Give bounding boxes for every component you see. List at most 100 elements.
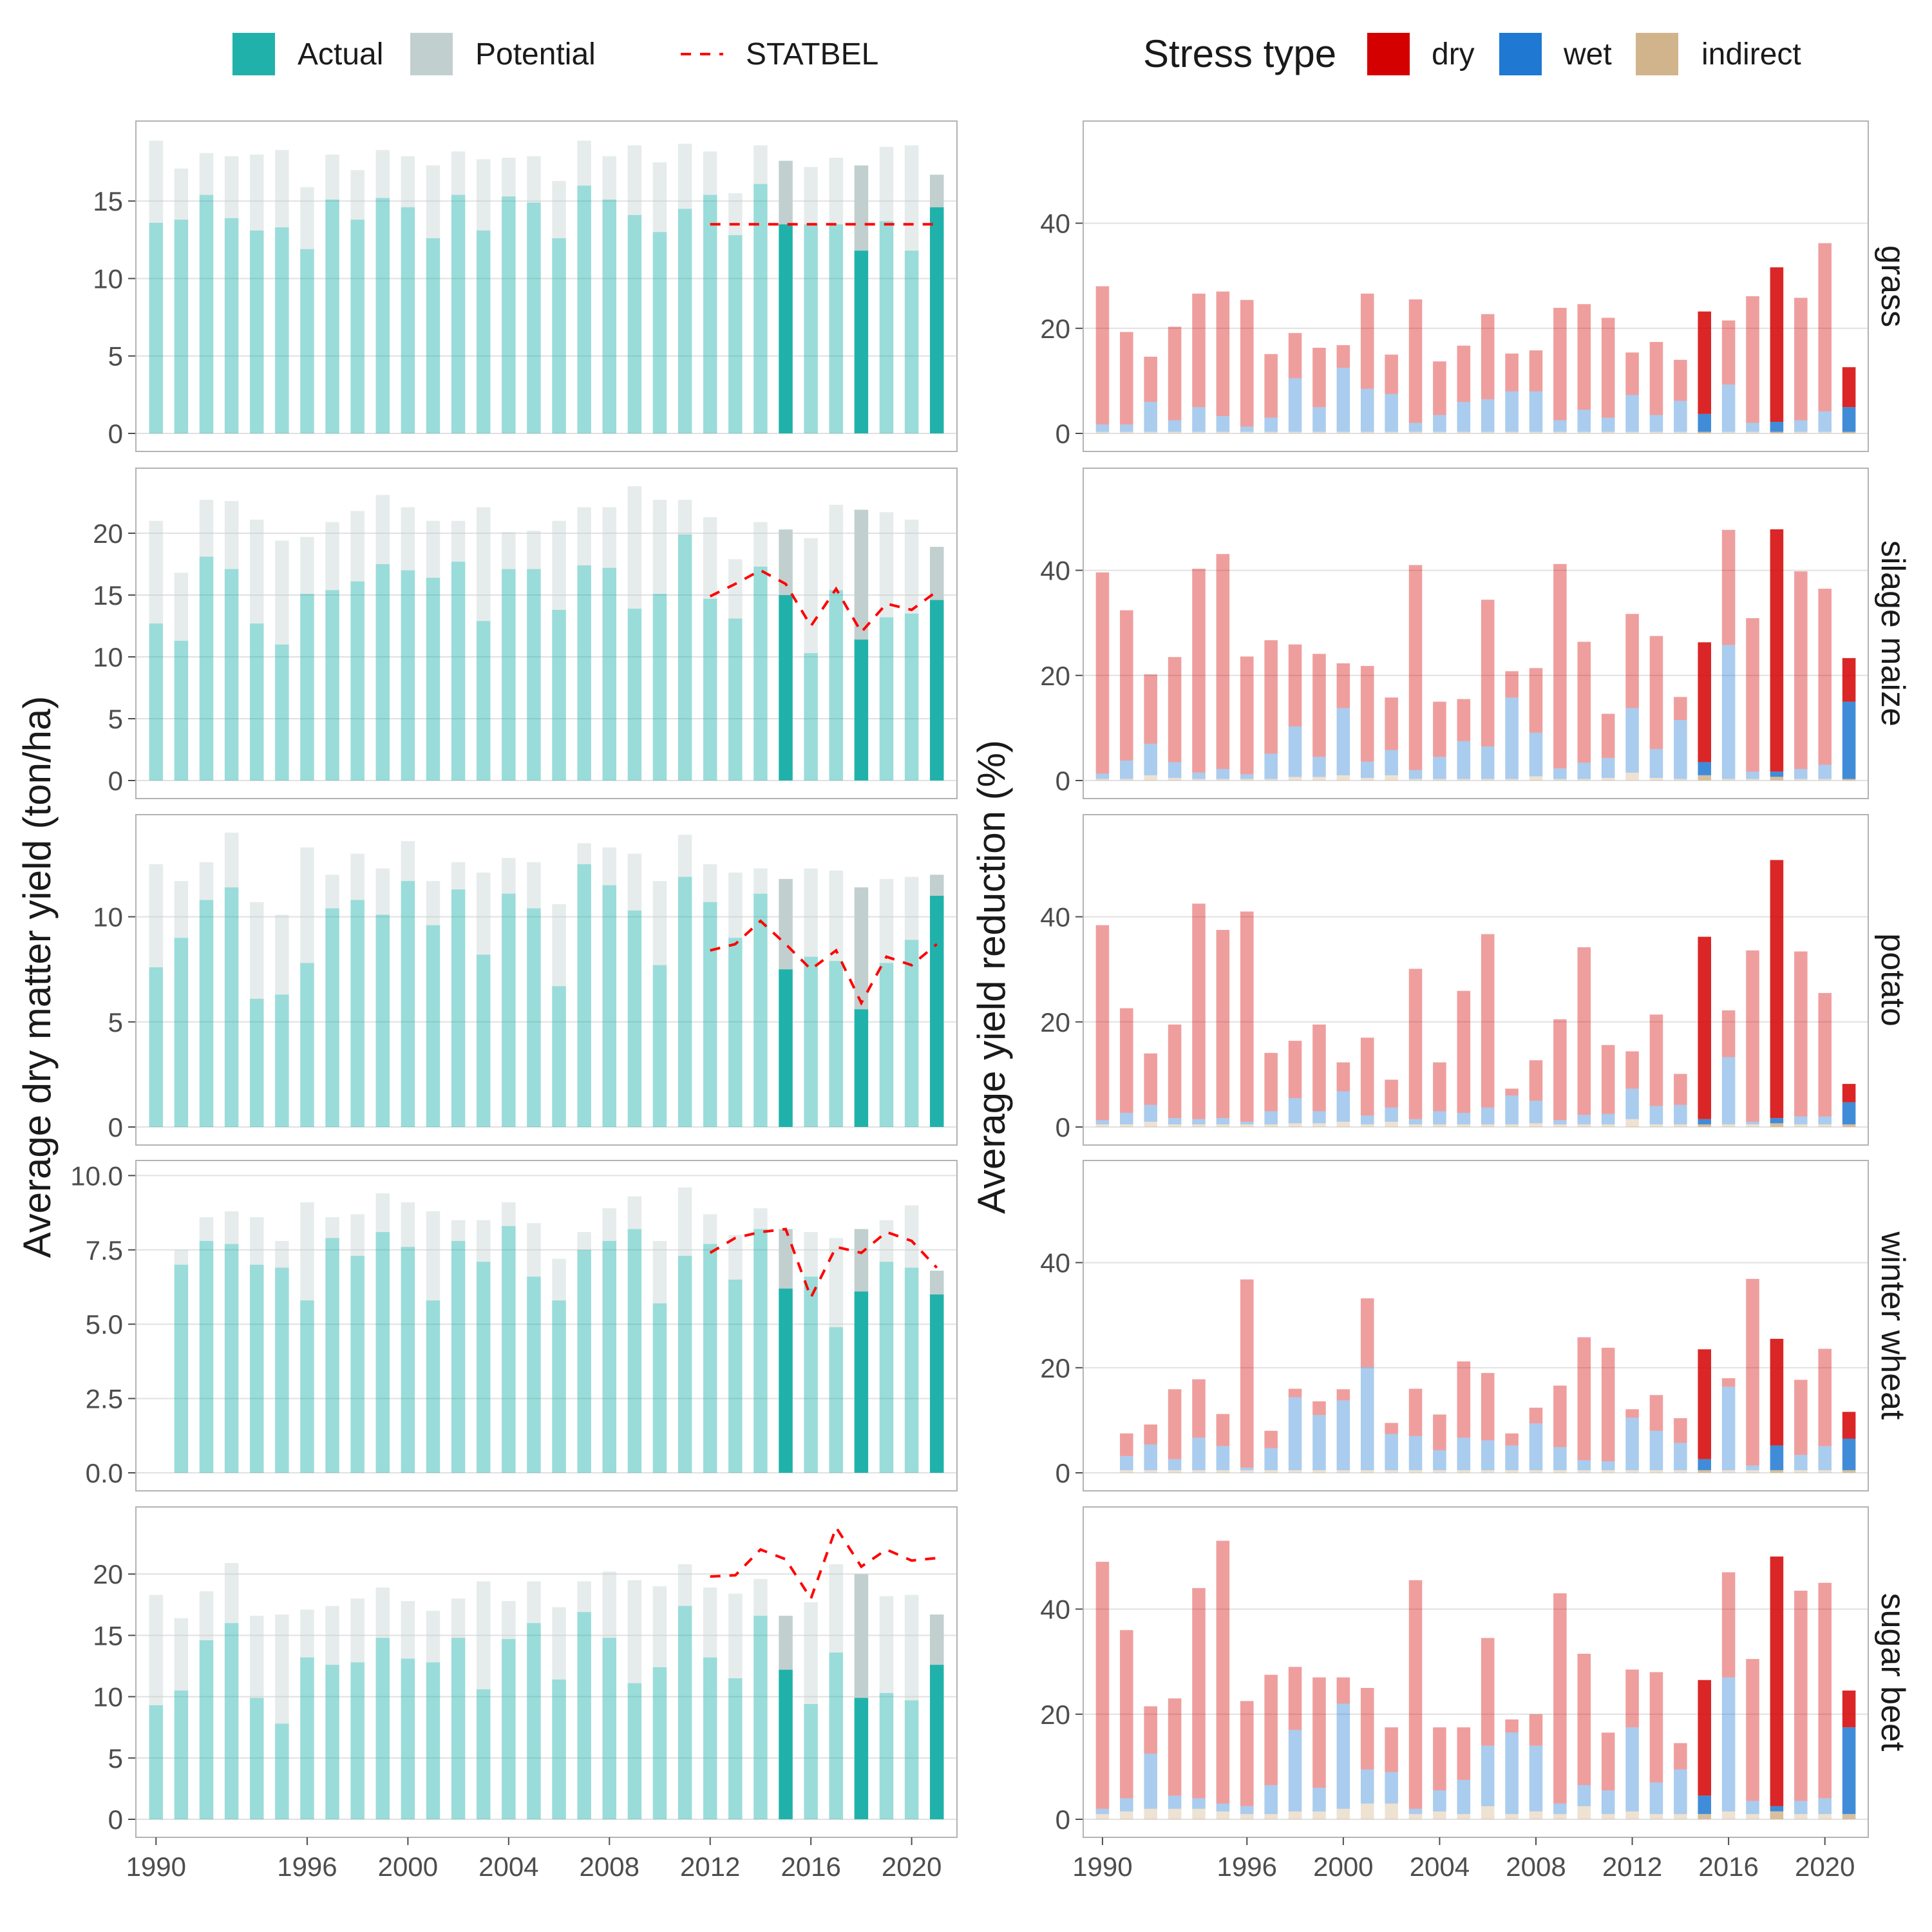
bar-potential-2021 [929, 1615, 944, 1665]
bar-wet-1994 [1192, 407, 1206, 432]
bar-wet-1996 [1240, 1467, 1254, 1470]
bar-actual-2003 [476, 621, 491, 781]
bar-dry-2009 [1553, 564, 1567, 769]
bar-wet-2006 [1481, 399, 1495, 432]
legend-label-indirect: indirect [1701, 37, 1801, 71]
bar-indirect-2017 [1746, 431, 1759, 433]
bar-indirect-2009 [1553, 1814, 1567, 1819]
panel-reduction-sugar-beet: 0 20 40 sugar beet [1040, 1506, 1911, 1838]
bar-potential-2008 [602, 1571, 617, 1638]
bar-indirect-2021 [1842, 1124, 1856, 1127]
bar-dry-2019 [1794, 1591, 1808, 1801]
bar-indirect-2013 [1649, 431, 1663, 433]
bar-potential-2015 [779, 160, 793, 225]
bar-potential-1991 [174, 1618, 189, 1691]
bar-dry-1998 [1288, 1667, 1302, 1730]
bar-dry-1990 [1095, 1562, 1110, 1809]
bar-potential-2007 [577, 1581, 591, 1613]
bar-wet-2010 [1577, 1115, 1591, 1124]
bar-wet-2012 [1625, 1727, 1639, 1812]
bar-wet-1999 [1312, 1788, 1326, 1812]
bar-actual-2018 [854, 1698, 869, 1819]
bar-potential-2007 [577, 843, 591, 864]
bar-actual-1991 [174, 641, 189, 781]
bar-dry-1992 [1144, 1053, 1157, 1105]
y-tick-label: 5 [108, 341, 123, 372]
y-tick-label: 20 [1040, 1353, 1070, 1383]
bar-indirect-2004 [1433, 1470, 1446, 1473]
bar-actual-2000 [401, 881, 415, 1127]
bar-potential-1997 [325, 875, 339, 909]
bar-indirect-2007 [1505, 1814, 1519, 1819]
bar-indirect-2001 [1360, 777, 1374, 781]
bar-dry-2009 [1553, 1385, 1567, 1448]
y-tick-label: 10 [93, 1682, 123, 1712]
bar-potential-1991 [174, 573, 189, 641]
bar-dry-2008 [1529, 350, 1543, 392]
bar-indirect-2016 [1721, 431, 1736, 433]
bar-wet-2020 [1818, 1446, 1832, 1470]
bar-indirect-1993 [1168, 1808, 1182, 1819]
bar-wet-2014 [1674, 1104, 1687, 1124]
bar-indirect-1996 [1240, 779, 1254, 781]
bar-actual-2008 [602, 885, 617, 1127]
bar-actual-2012 [703, 902, 717, 1127]
bar-dry-1993 [1168, 1024, 1182, 1119]
bar-indirect-2018 [1770, 1470, 1784, 1473]
bar-dry-2018 [1770, 1338, 1784, 1446]
bar-potential-2005 [527, 156, 541, 203]
bar-potential-1991 [174, 168, 189, 220]
bar-potential-1997 [325, 1605, 339, 1665]
bar-dry-2017 [1746, 618, 1759, 772]
bar-actual-2009 [627, 1683, 642, 1819]
y-tick-label: 0 [1056, 1804, 1070, 1835]
y-tick-label: 10.0 [70, 1160, 123, 1191]
bar-actual-2009 [627, 910, 642, 1127]
bar-wet-2018 [1770, 1445, 1784, 1470]
bar-actual-1992 [199, 1240, 214, 1473]
bar-indirect-2015 [1698, 431, 1712, 433]
bar-dry-1993 [1168, 1389, 1182, 1459]
bar-wet-2005 [1457, 1437, 1471, 1470]
bar-actual-1990 [149, 222, 164, 433]
bar-indirect-2002 [1385, 1470, 1398, 1473]
bar-actual-1998 [350, 581, 365, 781]
bar-actual-2005 [527, 1276, 541, 1473]
bar-actual-2008 [602, 567, 617, 781]
panel-yield-silage-maize: 0 5 10 15 20 [93, 468, 958, 799]
bar-actual-2014 [753, 893, 768, 1127]
bar-indirect-2006 [1481, 1806, 1495, 1819]
x-tick-label: 1990 [1072, 1852, 1132, 1882]
bar-indirect-1995 [1216, 1124, 1230, 1127]
bar-indirect-1998 [1288, 431, 1302, 433]
x-tick-label: 2012 [680, 1852, 740, 1882]
bar-dry-2007 [1505, 353, 1519, 392]
bar-wet-1998 [1288, 726, 1302, 777]
bar-potential-2003 [476, 1581, 491, 1690]
bar-potential-2007 [577, 507, 591, 565]
bar-dry-1996 [1240, 299, 1254, 427]
bar-indirect-1993 [1168, 1470, 1182, 1473]
x-tick-label: 2000 [1313, 1852, 1373, 1882]
bar-actual-1995 [275, 644, 289, 781]
bar-actual-1997 [325, 590, 339, 781]
bar-dry-2008 [1529, 668, 1543, 733]
bar-dry-2007 [1505, 671, 1519, 698]
legend-label-statbel: STATBEL [746, 37, 878, 71]
bar-potential-2014 [753, 145, 768, 184]
y-tick-label: 0 [1056, 766, 1070, 796]
bar-actual-2007 [577, 185, 591, 433]
bar-dry-2012 [1625, 614, 1639, 708]
bar-dry-2011 [1601, 714, 1615, 758]
bar-wet-2021 [1842, 407, 1856, 432]
bar-dry-1993 [1168, 327, 1182, 421]
bar-dry-2012 [1625, 1409, 1639, 1418]
y-tick-label: 0 [108, 1112, 123, 1142]
bar-dry-2016 [1721, 1010, 1736, 1057]
y-tick-label: 40 [1040, 1595, 1070, 1625]
bar-indirect-2010 [1577, 431, 1591, 433]
bar-indirect-2020 [1818, 1470, 1832, 1473]
bar-potential-1993 [224, 1211, 239, 1244]
bar-dry-1994 [1192, 1587, 1206, 1799]
bar-potential-1992 [199, 862, 214, 900]
